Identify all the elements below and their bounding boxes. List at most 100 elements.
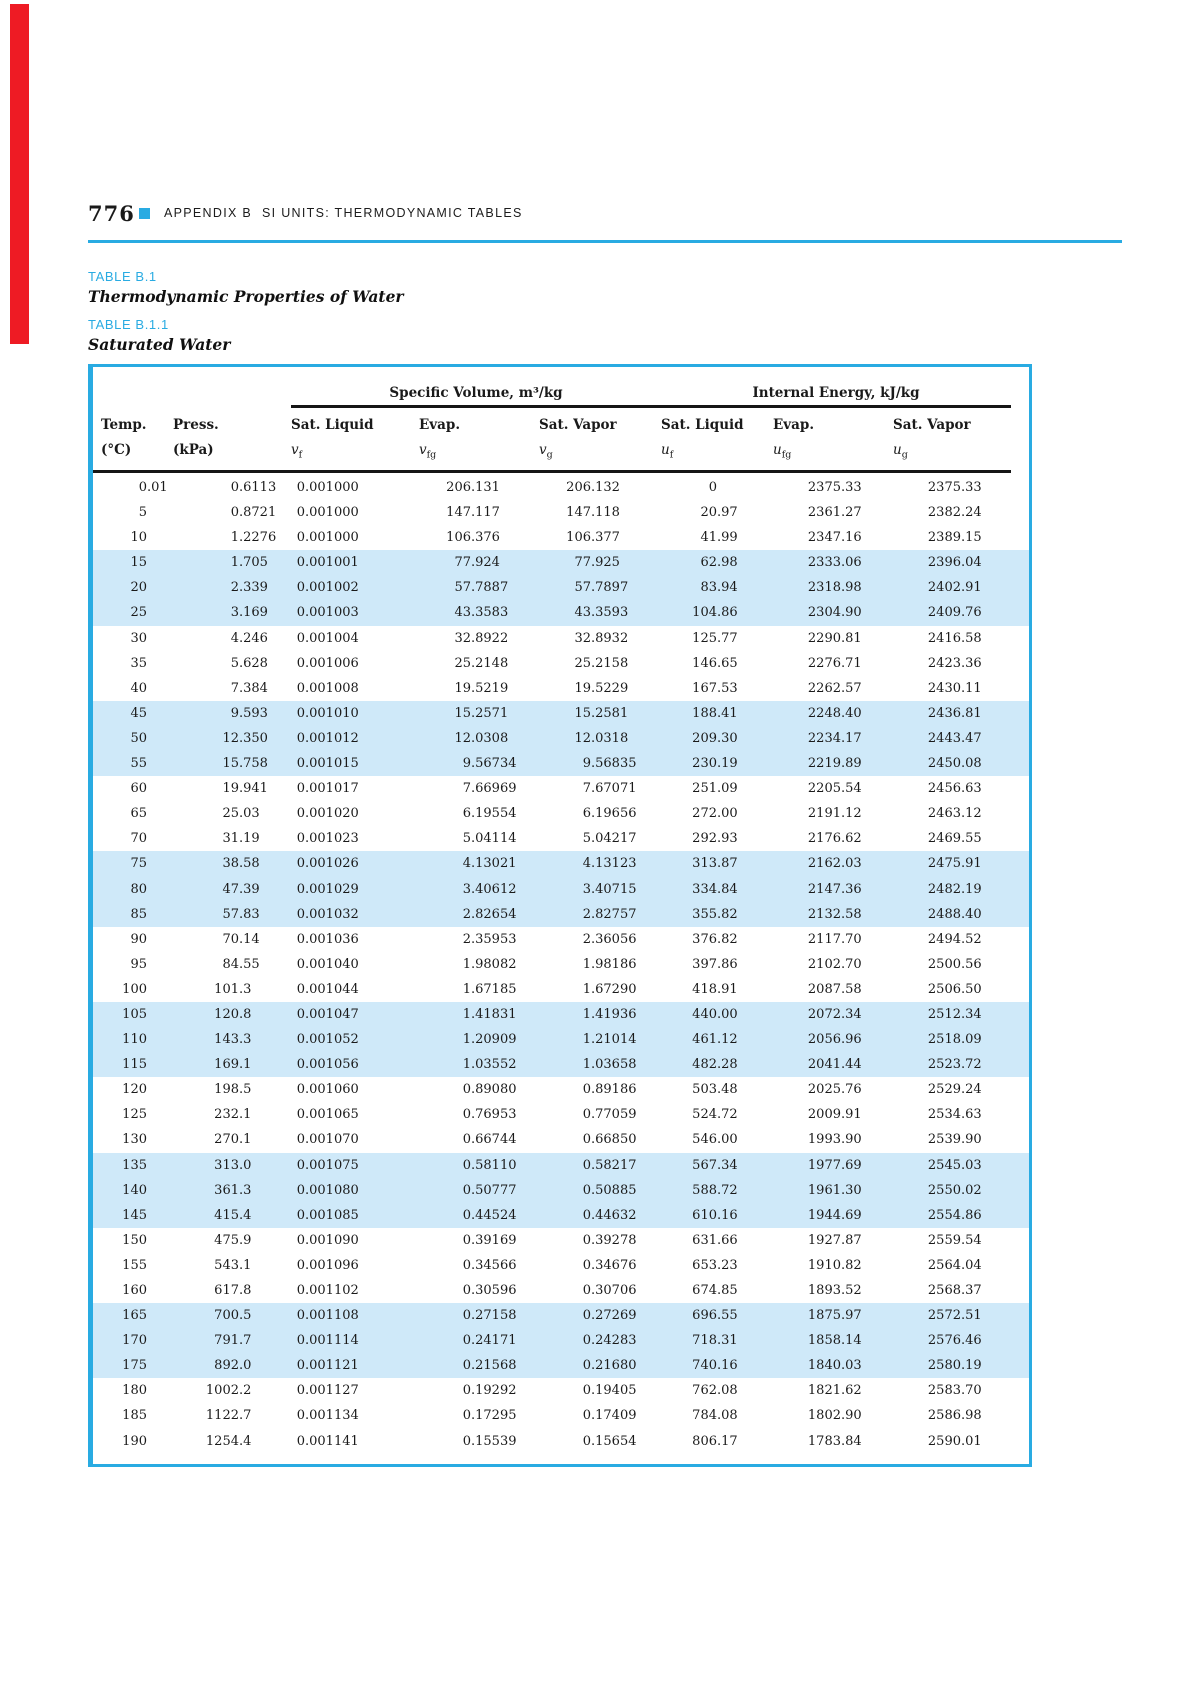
- table-cell: 90: [130, 931, 147, 947]
- column-header: Sat. Liquid: [291, 417, 374, 433]
- table-cell: 0.001026: [296, 856, 359, 872]
- table-cell: 1.21014: [582, 1032, 637, 1048]
- table-cell: 2375.33: [807, 480, 862, 495]
- table-cell: 0.77059: [582, 1107, 637, 1123]
- table-cell: 524.72: [692, 1107, 738, 1123]
- table-cell: 20: [130, 580, 147, 596]
- table-cell: 475.9: [214, 1232, 252, 1248]
- table-cell: 1927.87: [807, 1232, 862, 1248]
- table-cell: 75: [130, 856, 147, 872]
- table-cell: 0.001023: [296, 831, 359, 847]
- table-cell: 0.001010: [296, 705, 359, 721]
- table-cell: 31.19: [222, 831, 260, 847]
- table-cell: 0.15654: [582, 1433, 637, 1449]
- table-cell: 2176.62: [807, 831, 862, 847]
- table-cell: 169.1: [214, 1057, 252, 1073]
- table-cell: 2590.01: [927, 1433, 982, 1449]
- table-cell: 1993.90: [807, 1132, 862, 1148]
- table-cell: 4.13021: [462, 856, 517, 872]
- table-cell: 9.593: [230, 705, 268, 721]
- table-cell: 147.118: [566, 505, 620, 521]
- table-cell: 1910.82: [807, 1257, 862, 1273]
- table-cell: 2219.89: [807, 756, 862, 772]
- table-column-header-row: Temp. Press. Sat. Liquid Evap. Sat. Vapor Sat…: [93, 417, 1029, 439]
- table-cell: 0.001121: [296, 1358, 359, 1374]
- table-cell: 2583.70: [927, 1383, 982, 1399]
- table-cell: 5.04217: [582, 831, 637, 847]
- table-cell: 806.17: [692, 1433, 738, 1449]
- table-row: 120 198.5 0.001060 0.89080 0.89186 503.48 2025…: [93, 1077, 1029, 1102]
- table-cell: 60: [130, 781, 147, 797]
- table-cell: 1858.14: [807, 1333, 862, 1349]
- table-cell: 1893.52: [807, 1283, 862, 1298]
- table-cell: 2.82757: [582, 906, 637, 922]
- table-cell: 1.98082: [462, 956, 517, 972]
- table-cell: 35: [130, 655, 147, 671]
- table-cell: 125: [122, 1107, 147, 1123]
- table-row: 190 1254.4 0.001141 0.15539 0.15654 806.17 178…: [93, 1429, 1029, 1454]
- table-cell: 2375.33: [927, 480, 982, 495]
- table-cell: 0.001015: [296, 756, 359, 772]
- table-cell: 2.339: [230, 580, 268, 596]
- group-header-specific-volume: Specific Volume, m³/kg: [291, 385, 661, 408]
- table-cell: 2488.40: [927, 906, 982, 922]
- table-column-subheader-row: (°C) (kPa) vf vfg vg uf ufg ug: [93, 442, 1029, 466]
- table-cell: 2087.58: [807, 981, 862, 997]
- table-cell: 546.00: [692, 1132, 738, 1148]
- table-cell: 3.40612: [462, 881, 517, 897]
- table-cell: 0.001114: [296, 1333, 359, 1349]
- table-cell: 0.001047: [296, 1006, 359, 1022]
- table-cell: 0.001000: [296, 530, 359, 546]
- table-cell: 30: [130, 630, 147, 646]
- table-cell: 2162.03: [807, 856, 862, 872]
- table-cell: 2072.34: [807, 1006, 862, 1022]
- table-cell: 588.72: [692, 1182, 738, 1198]
- table-cell: 175: [122, 1358, 147, 1374]
- table-cell: 2416.58: [927, 630, 982, 646]
- table-cell: 0.001141: [296, 1433, 359, 1449]
- table-cell: 9.56835: [582, 756, 637, 772]
- table-cell: 106.377: [566, 530, 620, 546]
- table-body: 0.01 0.6113 0.001000 206.131 206.132 0 2375.33…: [93, 475, 1029, 1454]
- column-subheader: vf: [291, 442, 303, 461]
- table-cell: 198.5: [214, 1082, 252, 1098]
- table-cell: 2512.34: [927, 1006, 982, 1022]
- table-cell: 165: [122, 1308, 147, 1324]
- table-cell: 190: [122, 1433, 147, 1449]
- table-cell: 617.8: [214, 1283, 252, 1298]
- table-row: 20 2.339 0.001002 57.7887 57.7897 83.94 2318.9…: [93, 575, 1029, 601]
- table-cell: 0.66850: [582, 1132, 637, 1148]
- table-cell: 1.67290: [582, 981, 637, 997]
- table-cell: 57.7887: [454, 580, 509, 596]
- table-cell: 2.36056: [582, 931, 637, 947]
- table-cell: 20.97: [700, 505, 738, 521]
- table-cell: 2025.76: [807, 1082, 862, 1098]
- table-cell: 653.23: [692, 1257, 738, 1273]
- table-cell: 2117.70: [807, 931, 862, 947]
- table-cell: 0.001065: [296, 1107, 359, 1123]
- table-cell: 100: [122, 981, 147, 997]
- table-cell: 135: [122, 1157, 147, 1173]
- table-cell: 70.14: [222, 931, 260, 947]
- table-cell: 2409.76: [927, 605, 982, 621]
- table-cell: 2554.86: [927, 1207, 982, 1223]
- table-cell: 25: [130, 605, 147, 621]
- table-cell: 2545.03: [927, 1157, 982, 1173]
- table-cell: 120: [122, 1082, 147, 1098]
- table-cell: 38.58: [222, 856, 260, 872]
- table-cell: 4.13123: [582, 856, 637, 872]
- table-cell: 0.001032: [296, 906, 359, 922]
- column-header: Sat. Vapor: [893, 417, 971, 433]
- column-subheader: vg: [539, 442, 553, 461]
- table-cell: 0.30706: [582, 1283, 637, 1298]
- table-cell: 25.2158: [574, 655, 629, 671]
- table-cell: 2205.54: [807, 781, 862, 797]
- table-cell: 397.86: [692, 956, 738, 972]
- table-cell: 2580.19: [927, 1358, 982, 1374]
- table-cell: 80: [130, 881, 147, 897]
- table-cell: 2304.90: [807, 605, 862, 621]
- column-subheader: (°C): [101, 442, 132, 458]
- table-cell: 84.55: [222, 956, 260, 972]
- table-row: 105 120.8 0.001047 1.41831 1.41936 440.00 2072…: [93, 1001, 1029, 1028]
- table-cell: 4.246: [230, 630, 268, 646]
